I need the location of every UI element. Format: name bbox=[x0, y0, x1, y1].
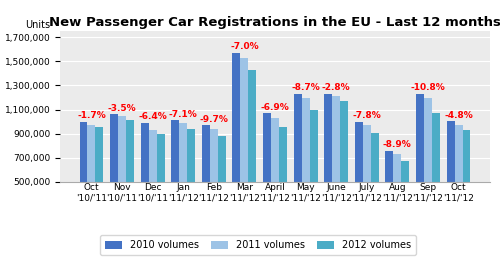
Text: -10.8%: -10.8% bbox=[410, 83, 446, 93]
Title: New Passenger Car Registrations in the EU - Last 12 months: New Passenger Car Registrations in the E… bbox=[49, 16, 500, 29]
Bar bbox=[80, 122, 88, 242]
Text: -7.8%: -7.8% bbox=[352, 111, 381, 120]
Bar bbox=[118, 116, 126, 242]
Bar bbox=[232, 53, 240, 242]
Bar bbox=[172, 120, 179, 242]
Bar bbox=[202, 125, 210, 242]
Text: -8.9%: -8.9% bbox=[383, 140, 412, 149]
Legend: 2010 volumes, 2011 volumes, 2012 volumes: 2010 volumes, 2011 volumes, 2012 volumes bbox=[100, 235, 416, 255]
Text: -2.8%: -2.8% bbox=[322, 83, 350, 93]
Text: -4.8%: -4.8% bbox=[444, 110, 473, 120]
Bar bbox=[302, 98, 310, 242]
Bar bbox=[432, 113, 440, 242]
Bar bbox=[454, 125, 462, 242]
Text: -6.9%: -6.9% bbox=[260, 103, 290, 112]
Bar bbox=[110, 114, 118, 242]
Bar bbox=[294, 94, 302, 242]
Text: -1.7%: -1.7% bbox=[77, 111, 106, 120]
Bar bbox=[416, 94, 424, 242]
Bar bbox=[180, 124, 187, 242]
Bar bbox=[218, 136, 226, 242]
Bar bbox=[156, 134, 164, 242]
Bar bbox=[279, 127, 287, 242]
Bar bbox=[140, 123, 148, 242]
Bar bbox=[210, 129, 218, 242]
Bar bbox=[370, 133, 378, 242]
Text: -9.7%: -9.7% bbox=[200, 115, 228, 124]
Bar bbox=[248, 70, 256, 242]
Bar bbox=[271, 118, 279, 242]
Bar bbox=[96, 127, 104, 242]
Text: -8.7%: -8.7% bbox=[291, 83, 320, 93]
Bar bbox=[446, 121, 454, 242]
Bar bbox=[324, 94, 332, 242]
Text: -7.0%: -7.0% bbox=[230, 42, 258, 51]
Text: -6.4%: -6.4% bbox=[138, 112, 167, 121]
Text: -7.1%: -7.1% bbox=[169, 110, 198, 119]
Bar bbox=[240, 58, 248, 242]
Bar bbox=[402, 161, 409, 242]
Bar bbox=[332, 96, 340, 242]
Bar bbox=[187, 129, 195, 242]
Bar bbox=[394, 154, 402, 242]
Bar bbox=[363, 125, 370, 242]
Bar bbox=[355, 122, 363, 242]
Bar bbox=[88, 125, 96, 242]
Bar bbox=[424, 98, 432, 242]
Bar bbox=[386, 151, 394, 242]
Bar bbox=[263, 113, 271, 242]
Bar bbox=[126, 120, 134, 242]
Bar bbox=[148, 129, 156, 242]
Bar bbox=[310, 110, 318, 242]
Bar bbox=[340, 101, 348, 242]
Text: Units: Units bbox=[26, 20, 50, 30]
Bar bbox=[462, 130, 470, 242]
Text: -3.5%: -3.5% bbox=[108, 104, 136, 113]
